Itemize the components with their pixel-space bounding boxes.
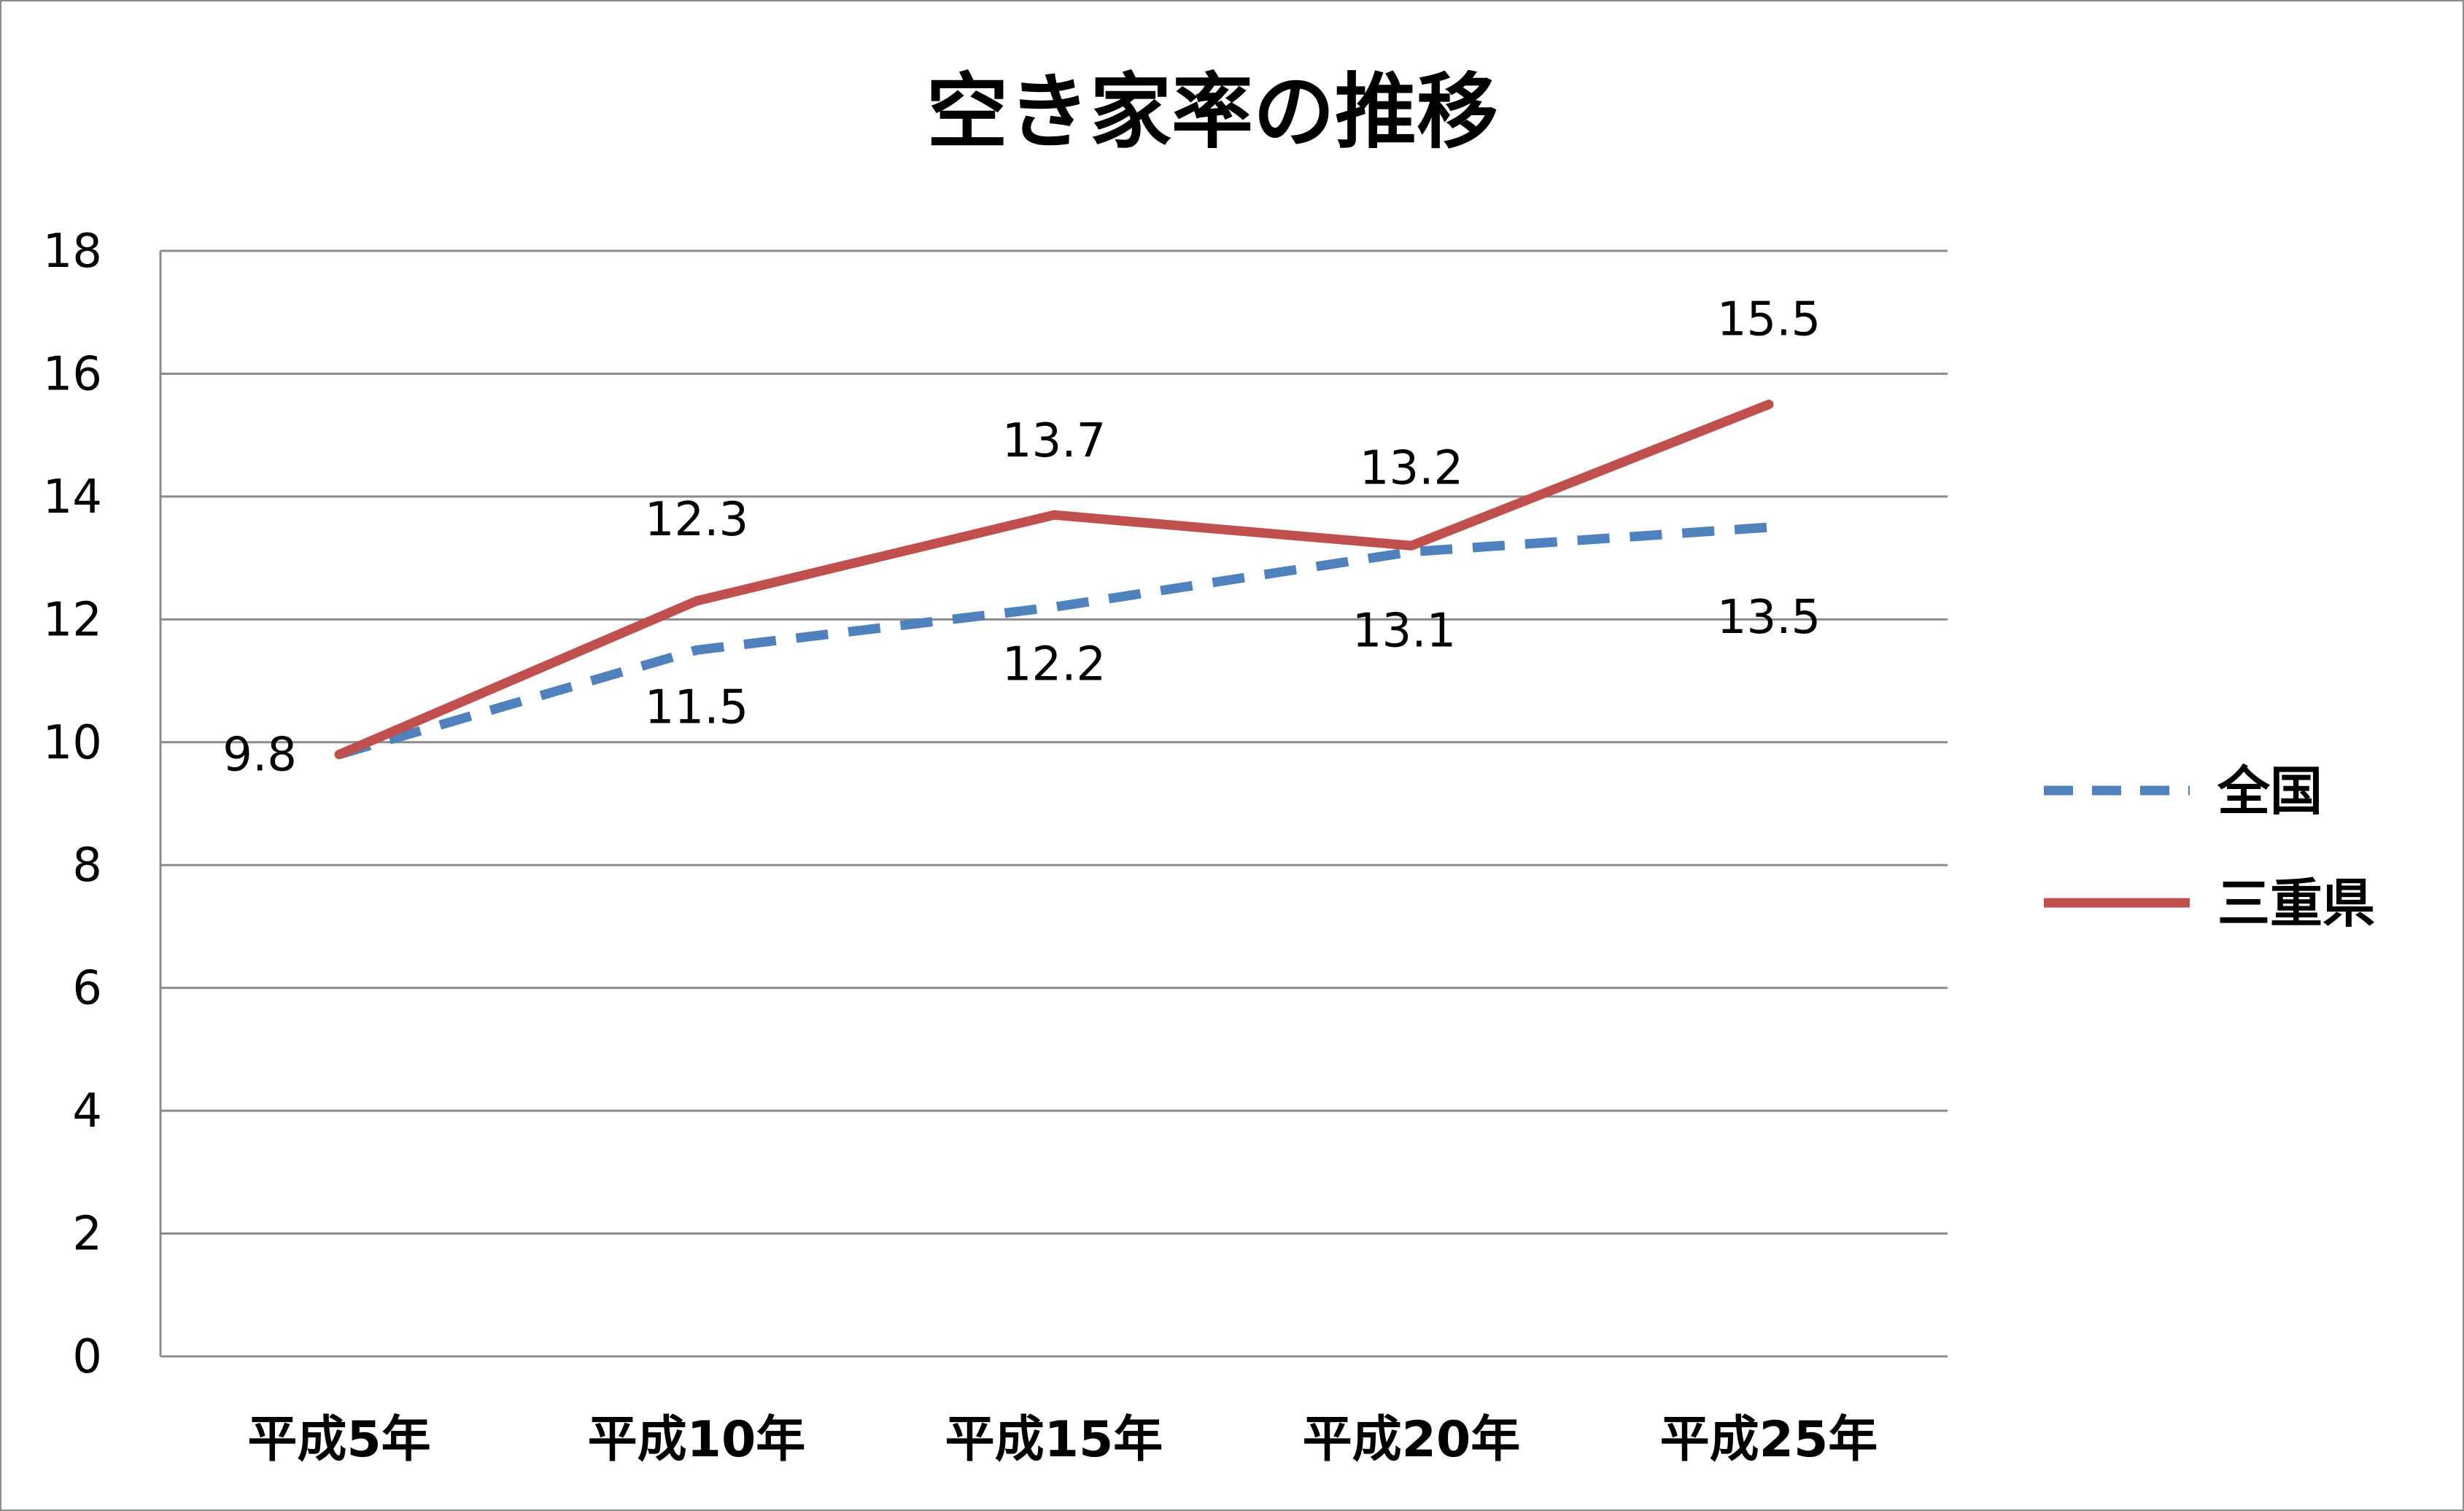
y-tick-label: 4 — [72, 1084, 102, 1138]
y-tick-label: 12 — [43, 593, 102, 647]
y-tick-label: 10 — [43, 716, 102, 770]
y-tick-label: 18 — [43, 225, 102, 279]
y-tick-label: 0 — [72, 1330, 102, 1384]
legend-label: 三重県 — [2217, 873, 2375, 934]
x-tick-label: 平成25年 — [1660, 1411, 1878, 1469]
axes: 0 2 4 6 8 10 12 14 16 18 平成5年 平成10年 平成15年 平成20年 平成25年 — [43, 225, 1948, 1469]
series-lines — [334, 400, 1774, 760]
data-label: 12.3 — [645, 493, 749, 547]
y-tick-label: 16 — [43, 347, 102, 401]
data-labels: 9.8 11.5 12.2 13.1 13.5 12.3 13.7 13.2 15.5 — [222, 293, 1821, 782]
x-tick-label: 平成15年 — [945, 1411, 1163, 1469]
data-label: 13.1 — [1352, 605, 1457, 659]
y-tick-label: 6 — [72, 962, 102, 1016]
data-label: 15.5 — [1717, 293, 1821, 347]
x-tick-label: 平成20年 — [1303, 1411, 1521, 1469]
y-tick-label: 14 — [43, 470, 102, 524]
data-label: 12.2 — [1002, 637, 1107, 691]
data-label: 13.2 — [1360, 441, 1464, 495]
x-tick-label: 平成5年 — [247, 1411, 430, 1469]
data-label: 13.7 — [1002, 414, 1107, 468]
y-tick-label: 2 — [72, 1208, 102, 1262]
data-label: 9.8 — [222, 729, 297, 782]
series-line-mie — [334, 400, 1774, 760]
legend-label: 全国 — [2217, 761, 2322, 822]
x-tick-label: 平成10年 — [588, 1411, 806, 1469]
chart-title: 空き家率の推移 — [926, 65, 1498, 160]
y-tick-label: 8 — [72, 839, 102, 893]
series-line-national — [338, 522, 1770, 759]
data-label: 13.5 — [1717, 591, 1821, 645]
data-label: 11.5 — [645, 680, 749, 734]
gridlines — [160, 249, 1948, 1235]
